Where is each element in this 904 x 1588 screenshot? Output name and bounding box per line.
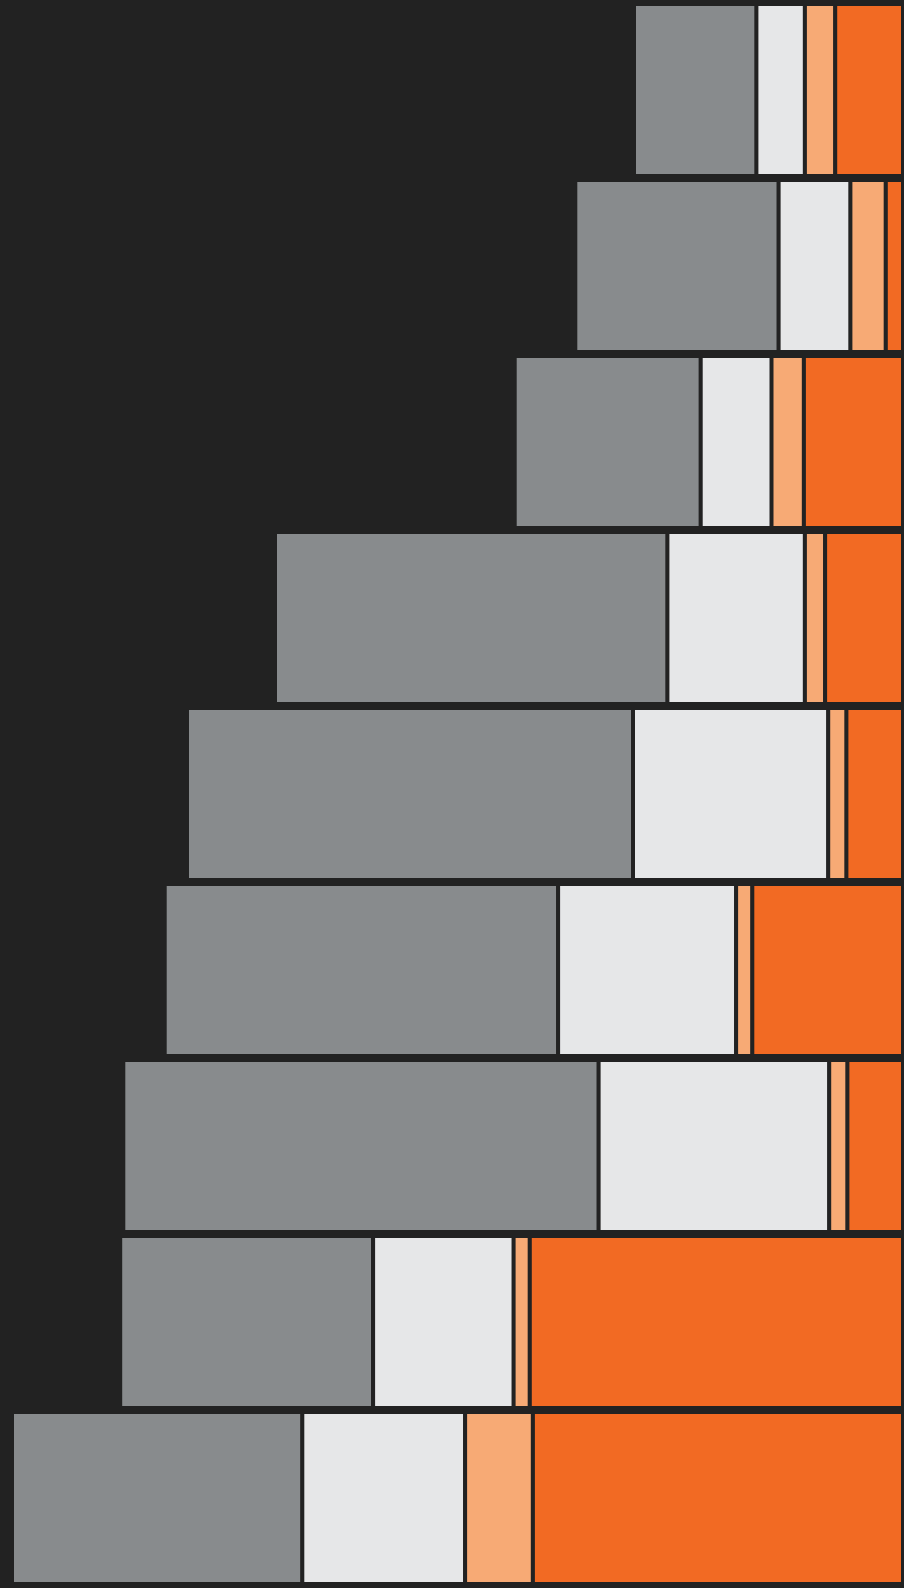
bar-segment-row6-series1	[162, 882, 561, 1058]
bar-segment-row3-series2	[698, 354, 774, 530]
bar-segment-row5-series4	[844, 706, 904, 882]
bar-segment-row5-series1	[185, 706, 635, 882]
bar-segment-row3-series1	[512, 354, 703, 530]
bar-segment-row8-series1	[118, 1234, 375, 1410]
bar-segment-row7-series2	[596, 1058, 832, 1234]
bar-segment-row4-series4	[823, 530, 904, 706]
bar-segment-row9-series4	[530, 1410, 904, 1586]
bar-segment-row2-series4	[883, 178, 904, 354]
bar-segment-row8-series4	[527, 1234, 904, 1410]
bars-group	[10, 2, 904, 1586]
bar-segment-row2-series2	[776, 178, 853, 354]
bar-segment-row6-series4	[750, 882, 904, 1058]
bar-segment-row5-series3	[826, 706, 849, 882]
bar-segment-row8-series3	[511, 1234, 532, 1410]
bar-segment-row9-series3	[463, 1410, 535, 1586]
bar-segment-row4-series1	[273, 530, 670, 706]
bar-segment-row1-series4	[833, 2, 904, 178]
bar-segment-row6-series2	[556, 882, 739, 1058]
bar-segment-row2-series1	[573, 178, 781, 354]
bar-segment-row3-series3	[769, 354, 806, 530]
bar-segment-row2-series3	[848, 178, 888, 354]
bar-segment-row4-series3	[802, 530, 828, 706]
bar-segment-row5-series2	[631, 706, 831, 882]
bar-segment-row4-series2	[665, 530, 807, 706]
bar-segment-row7-series3	[827, 1058, 850, 1234]
bar-segment-row8-series2	[371, 1234, 516, 1410]
bar-segment-row1-series1	[632, 2, 759, 178]
bar-segment-row9-series1	[10, 1410, 305, 1586]
bar-segment-row1-series2	[754, 2, 807, 178]
bar-segment-row6-series3	[734, 882, 755, 1058]
bar-segment-row3-series4	[801, 354, 904, 530]
bar-segment-row7-series1	[121, 1058, 601, 1234]
bar-segment-row7-series4	[845, 1058, 904, 1234]
bar-segment-row1-series3	[802, 2, 838, 178]
bar-segment-row9-series2	[300, 1410, 468, 1586]
